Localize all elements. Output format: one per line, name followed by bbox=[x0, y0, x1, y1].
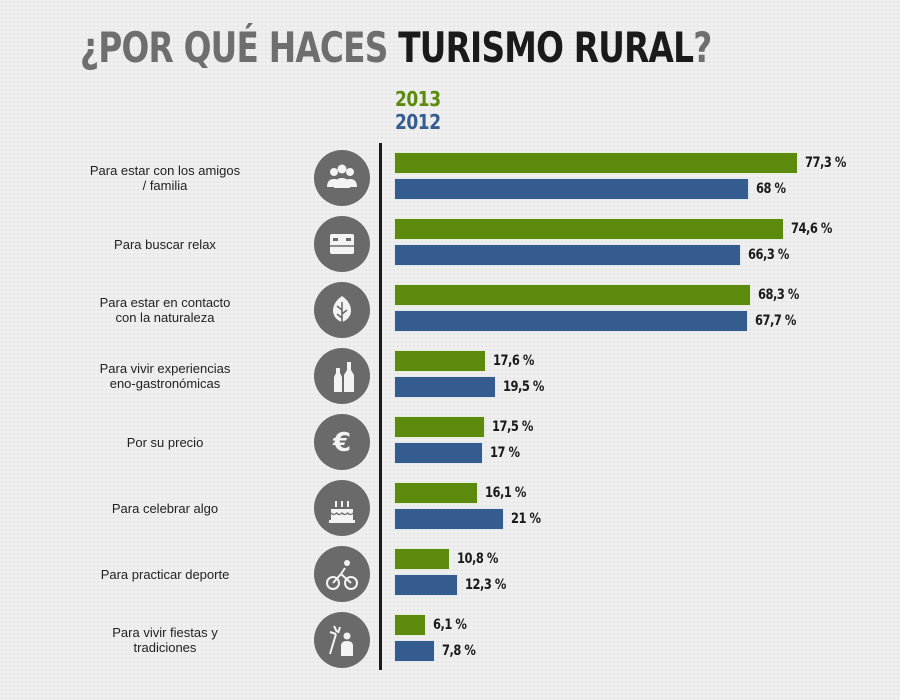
data-label-2012: 17 % bbox=[489, 445, 520, 461]
category-label: Para estar en contacto con la naturaleza bbox=[60, 277, 270, 343]
chart-row: Para vivir experiencias eno-gastronómicas… bbox=[0, 343, 900, 409]
legend: 2013 2012 bbox=[395, 88, 449, 134]
category-label-text: Para practicar deporte bbox=[100, 566, 230, 582]
category-label: Por su precio bbox=[60, 409, 270, 475]
data-label-2012: 7,8 % bbox=[441, 643, 476, 659]
chart-row: Para vivir fiestas y tradiciones 6,1 % 7,8 … bbox=[0, 607, 900, 673]
category-label: Para buscar relax bbox=[60, 211, 270, 277]
bar-2013 bbox=[394, 218, 784, 240]
chart-axis-line bbox=[379, 143, 382, 670]
chart-row: Para practicar deporte 10,8 % 12,3 % bbox=[0, 541, 900, 607]
title-prefix: ¿POR QUÉ HACES bbox=[80, 23, 399, 72]
bar-2012 bbox=[394, 640, 435, 662]
data-label-2013: 16,1 % bbox=[485, 485, 527, 501]
category-label-text: Para estar con los amigos / familia bbox=[89, 163, 241, 193]
svg-text:€: € bbox=[332, 428, 351, 458]
bar-2013 bbox=[394, 350, 486, 372]
data-label-2013: 77,3 % bbox=[805, 155, 846, 171]
bar-2012 bbox=[394, 178, 750, 200]
data-label-2013: 10,8 % bbox=[457, 551, 499, 567]
bar-2013 bbox=[394, 614, 426, 636]
data-label-2012: 19,5 % bbox=[502, 379, 544, 395]
bar-2012 bbox=[394, 310, 748, 332]
chart-row: Por su precio €17,5 % 17 % bbox=[0, 409, 900, 475]
wine-bottles-icon bbox=[314, 348, 370, 404]
group-of-people-icon bbox=[314, 150, 370, 206]
title-emphasis: TURISMO RURAL bbox=[398, 23, 694, 72]
chart-row: Para buscar relax 74,6 % 66,3 % bbox=[0, 211, 900, 277]
category-label: Para vivir experiencias eno-gastronómicas bbox=[60, 343, 270, 409]
category-label-text: Para estar en contacto con la naturaleza bbox=[99, 295, 231, 325]
cyclist-icon bbox=[314, 546, 370, 602]
category-label: Para estar con los amigos / familia bbox=[60, 145, 270, 211]
leaf-icon bbox=[314, 282, 370, 338]
title-suffix: ? bbox=[693, 23, 712, 72]
category-label: Para vivir fiestas y tradiciones bbox=[60, 607, 270, 673]
chart-row: Para celebrar algo 16,1 % 21 % bbox=[0, 475, 900, 541]
data-label-2013: 17,5 % bbox=[492, 419, 534, 435]
bar-2013 bbox=[394, 548, 451, 570]
category-label-text: Para vivir fiestas y tradiciones bbox=[112, 625, 218, 655]
data-label-2012: 66,3 % bbox=[747, 247, 789, 263]
category-label-text: Para vivir experiencias eno-gastronómicas bbox=[99, 361, 231, 391]
chart-title: ¿POR QUÉ HACES TURISMO RURAL? bbox=[80, 22, 712, 74]
bar-2012 bbox=[394, 508, 504, 530]
birthday-cake-icon bbox=[314, 480, 370, 536]
bar-2012 bbox=[394, 574, 459, 596]
category-label-text: Por su precio bbox=[126, 434, 204, 450]
bar-2013 bbox=[394, 482, 479, 504]
data-label-2012: 67,7 % bbox=[754, 313, 796, 329]
bar-2012 bbox=[394, 442, 483, 464]
bar-2013 bbox=[394, 284, 751, 306]
data-label-2013: 68,3 % bbox=[757, 287, 799, 303]
data-label-2013: 17,6 % bbox=[492, 353, 534, 369]
legend-entry-2013: 2013 bbox=[395, 87, 441, 111]
hammock-bed-icon bbox=[314, 216, 370, 272]
chart-row: Para estar con los amigos / familia 77,3 %… bbox=[0, 145, 900, 211]
category-label-text: Para buscar relax bbox=[114, 236, 216, 252]
category-label: Para celebrar algo bbox=[60, 475, 270, 541]
data-label-2012: 12,3 % bbox=[465, 577, 507, 593]
category-label: Para practicar deporte bbox=[60, 541, 270, 607]
category-label-text: Para celebrar algo bbox=[111, 500, 219, 516]
bar-2012 bbox=[394, 244, 741, 266]
bar-2012 bbox=[394, 376, 496, 398]
legend-entry-2012: 2012 bbox=[395, 110, 441, 134]
bar-2013 bbox=[394, 152, 798, 174]
euro-icon: € bbox=[314, 414, 370, 470]
data-label-2012: 21 % bbox=[510, 511, 541, 527]
bar-2013 bbox=[394, 416, 486, 438]
data-label-2013: 74,6 % bbox=[790, 221, 832, 237]
chart-row: Para estar en contacto con la naturaleza 6… bbox=[0, 277, 900, 343]
data-label-2012: 68 % bbox=[756, 181, 786, 197]
data-label-2013: 6,1 % bbox=[432, 617, 467, 633]
fireworks-icon bbox=[314, 612, 370, 668]
